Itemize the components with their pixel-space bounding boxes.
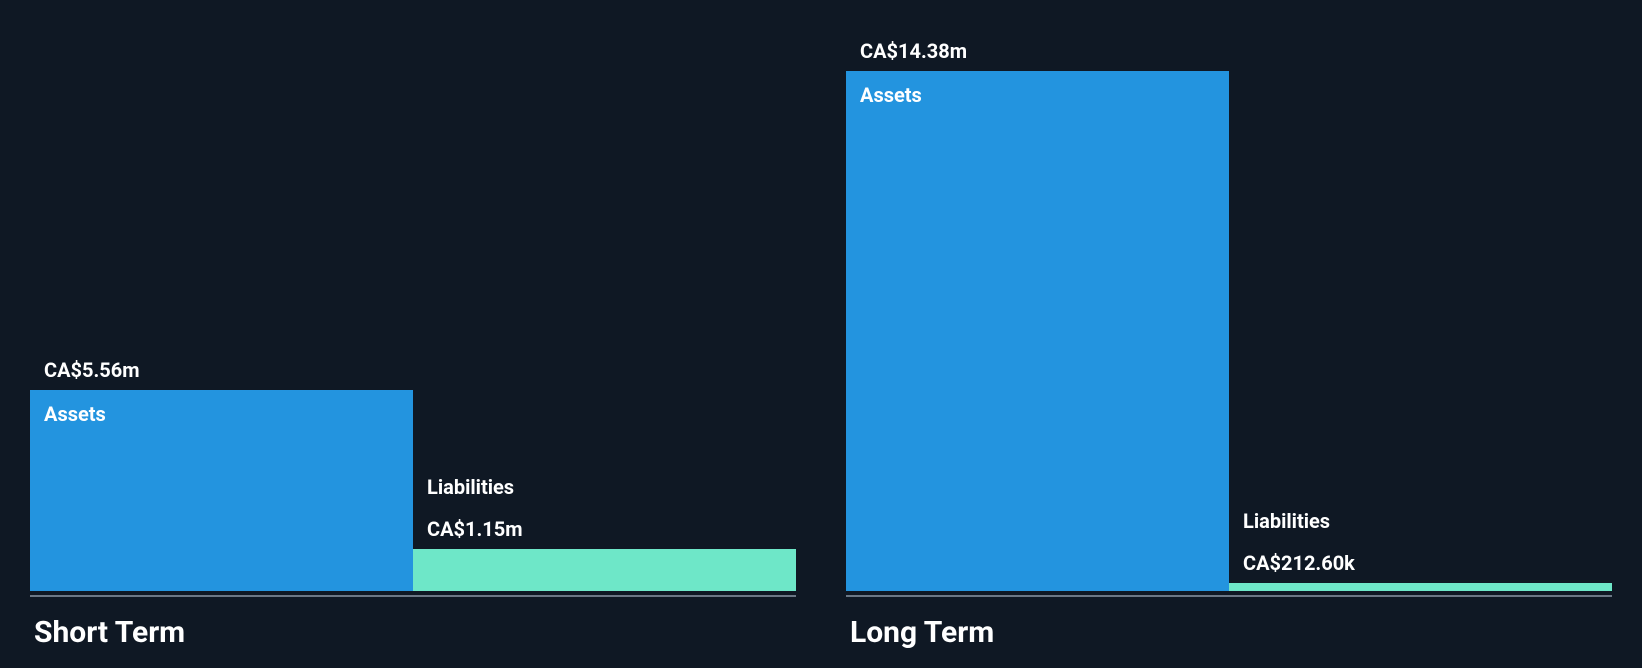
chart-container: CA$5.56m Assets Liabilities CA$1.15m Sho… — [0, 0, 1642, 668]
bar-above-labels: Liabilities CA$1.15m — [413, 475, 796, 541]
bar-value-label: CA$5.56m — [30, 358, 413, 382]
bar-st-liabilities — [413, 549, 796, 591]
bar-group-st-assets: CA$5.56m Assets — [30, 0, 413, 591]
bar-category-label: Assets — [860, 83, 922, 107]
panel-title: Short Term — [30, 597, 796, 668]
chart-area-long-term: CA$14.38m Assets Liabilities CA$212.60k — [846, 0, 1612, 597]
panel-short-term: CA$5.56m Assets Liabilities CA$1.15m Sho… — [30, 0, 796, 668]
bar-lt-assets: Assets — [846, 71, 1229, 591]
bar-group-lt-assets: CA$14.38m Assets — [846, 0, 1229, 591]
bar-category-label: Assets — [44, 402, 106, 426]
bar-value-label: CA$1.15m — [427, 517, 796, 541]
bar-value-label: CA$14.38m — [846, 39, 1229, 63]
bar-value-label: CA$212.60k — [1243, 551, 1612, 575]
bar-above-labels: Liabilities CA$212.60k — [1229, 509, 1612, 575]
panel-long-term: CA$14.38m Assets Liabilities CA$212.60k … — [846, 0, 1612, 668]
bar-group-st-liabilities: Liabilities CA$1.15m — [413, 0, 796, 591]
chart-area-short-term: CA$5.56m Assets Liabilities CA$1.15m — [30, 0, 796, 597]
panel-title: Long Term — [846, 597, 1612, 668]
bar-category-label: Liabilities — [427, 475, 796, 499]
bar-st-assets: Assets — [30, 390, 413, 591]
bar-group-lt-liabilities: Liabilities CA$212.60k — [1229, 0, 1612, 591]
bar-category-label: Liabilities — [1243, 509, 1612, 533]
bar-lt-liabilities — [1229, 583, 1612, 591]
